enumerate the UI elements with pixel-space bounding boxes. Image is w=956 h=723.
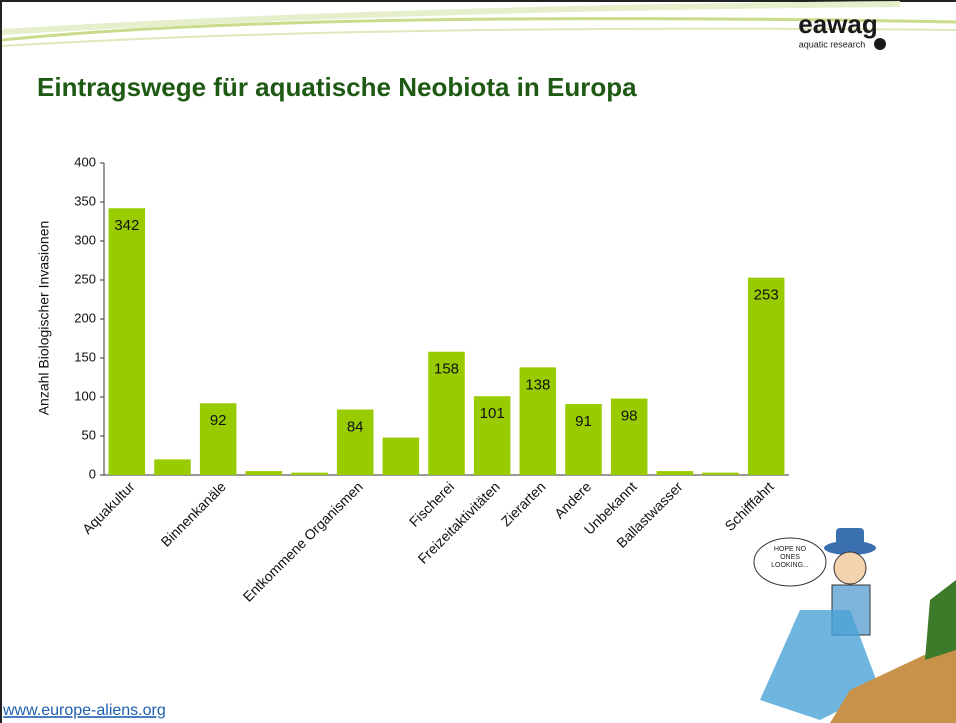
footer-link[interactable]: www.europe-aliens.org (2, 702, 166, 719)
face (834, 552, 866, 584)
data-label: 101 (480, 405, 505, 422)
y-tick-label: 400 (74, 154, 96, 169)
footer-link-anchor[interactable]: www.europe-aliens.org (2, 702, 166, 719)
y-tick-label: 300 (74, 232, 96, 247)
bar (109, 208, 146, 475)
y-tick-label: 150 (74, 349, 96, 364)
data-label: 158 (434, 361, 459, 378)
y-tick-label: 100 (74, 388, 96, 403)
bar (154, 459, 191, 475)
data-label: 91 (575, 413, 592, 430)
bar (383, 438, 420, 475)
bar (702, 473, 739, 475)
data-label: 84 (347, 418, 364, 435)
bar (246, 471, 283, 475)
y-tick-label: 0 (89, 466, 96, 481)
data-label: 98 (621, 408, 638, 425)
y-axis-label: Anzahl Biologischer Invasionen (36, 221, 52, 416)
page: eawag aquatic research Eintragswege für … (0, 0, 956, 723)
speech-text: HOPE NO ONES LOOKING... (764, 546, 816, 570)
y-tick-label: 350 (74, 193, 96, 208)
data-label: 253 (754, 287, 779, 304)
y-tick-label: 50 (82, 427, 96, 442)
logo-dot (874, 38, 886, 50)
hat-top (836, 528, 864, 548)
y-tick-label: 200 (74, 310, 96, 325)
bar (291, 473, 328, 475)
slide: eawag aquatic research Eintragswege für … (0, 0, 956, 723)
bar (748, 278, 785, 475)
data-label: 92 (210, 412, 227, 429)
logo-subtitle: aquatic research (799, 39, 866, 49)
y-tick-label: 250 (74, 271, 96, 286)
data-label: 342 (114, 217, 139, 234)
speech-box: HOPE NO ONES LOOKING... (764, 546, 816, 580)
logo: eawag (798, 9, 878, 39)
bar (657, 471, 694, 475)
slide-title: Eintragswege für aquatische Neobiota in … (37, 72, 637, 102)
data-label: 138 (525, 376, 550, 393)
